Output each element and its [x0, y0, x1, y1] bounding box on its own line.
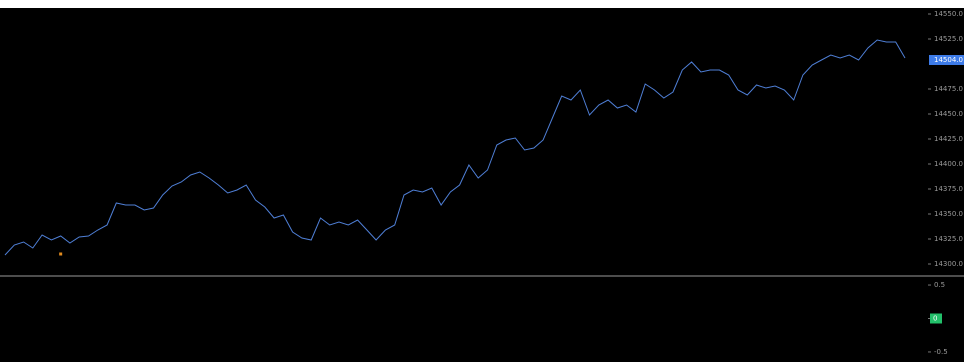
last-price-label: 14504.0: [934, 56, 963, 64]
indicator-value-label: 0: [933, 314, 937, 322]
indicator-tick-label: 0.5: [934, 281, 945, 289]
y-tick-label: 14375.0: [934, 185, 963, 193]
y-tick-label: 14300.0: [934, 260, 963, 268]
y-tick-label: 14475.0: [934, 85, 963, 93]
y-tick-label: 14425.0: [934, 135, 963, 143]
y-tick-label: 14350.0: [934, 210, 963, 218]
y-tick-label: 14525.0: [934, 35, 963, 43]
indicator-tick-label: -0.5: [934, 348, 948, 356]
y-tick-label: 14550.0: [934, 10, 963, 18]
y-tick-label: 14450.0: [934, 110, 963, 118]
price-line: [4, 39, 906, 256]
y-tick-label: 14400.0: [934, 160, 963, 168]
chart-background: [0, 8, 964, 362]
last-price-tag: [929, 55, 964, 65]
y-tick-label: 14325.0: [934, 235, 963, 243]
trade-marker: [59, 252, 63, 256]
indicator-tag: [930, 313, 942, 324]
